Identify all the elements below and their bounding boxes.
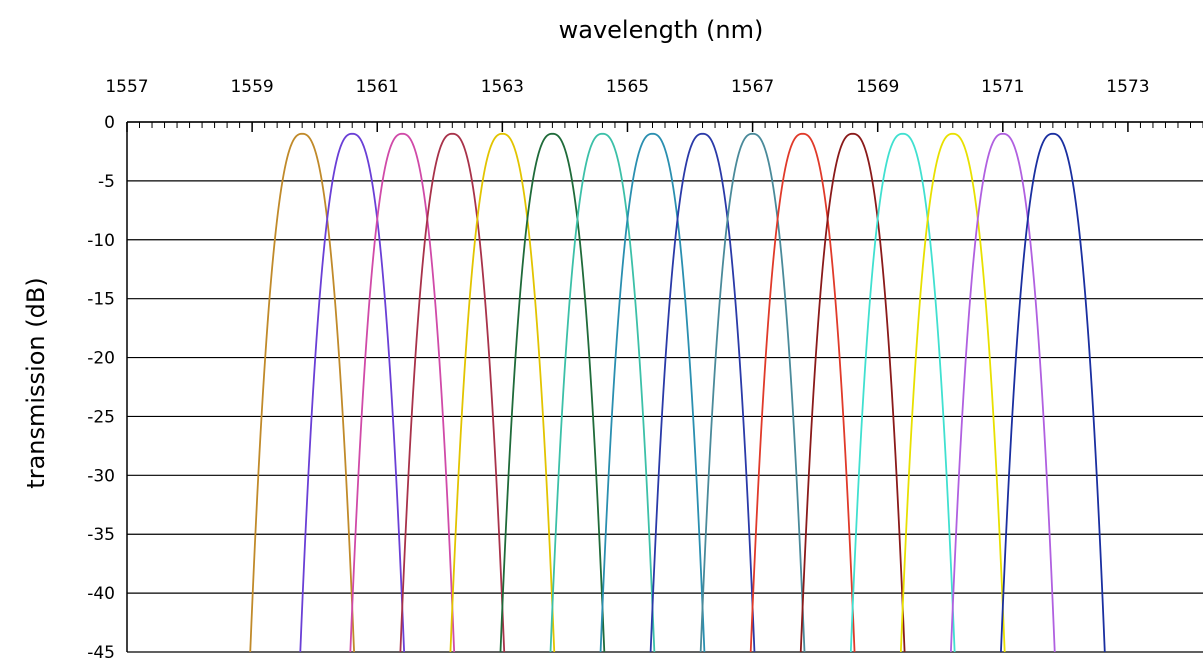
x-tick-label: 1561 [356,77,399,97]
channel-curve [949,132,1056,653]
y-tick-label: -35 [87,525,115,545]
x-tick-label: 1557 [105,77,148,97]
x-tick-label: 1565 [606,77,649,97]
channel-curve [749,132,856,653]
channel-curve [499,132,606,653]
y-axis-title: transmission (dB) [22,277,50,488]
y-tick-label: -5 [98,172,115,192]
channel-curve [1000,132,1106,653]
channel-curve [649,132,756,653]
x-tick-label: 1567 [731,77,774,97]
channel-curve [849,132,956,653]
channel-curve [599,132,706,653]
channel-curve [399,132,506,653]
y-tick-label: -20 [87,349,115,369]
y-tick-label: 0 [104,113,115,133]
channel-curve [449,132,556,653]
channel-curve [799,132,906,653]
y-tick-label: -10 [87,231,115,251]
channel-curve [349,132,456,653]
x-tick-label: 1569 [856,77,899,97]
channel-curve [249,132,355,653]
x-tick-label: 1571 [981,77,1024,97]
y-tick-label: -15 [87,290,115,310]
x-tick-label: 1563 [481,77,524,97]
x-axis-title: wavelength (nm) [559,16,764,44]
channel-curve [699,132,806,653]
channel-curve [899,132,1006,653]
series-group [249,132,1106,653]
channel-curve [549,132,656,653]
y-tick-label: -25 [87,407,115,427]
axes: 0 -5 -10 -15 -20 -25 -30 -35 -40 -45 1557 1559 1561 1… [87,77,1203,663]
y-tick-label: -40 [87,584,115,604]
x-tick-label: 1573 [1106,77,1149,97]
y-tick-label: -45 [87,643,115,663]
x-tick-label: 1559 [230,77,273,97]
channel-curve [299,132,406,653]
y-tick-label: -30 [87,466,115,486]
